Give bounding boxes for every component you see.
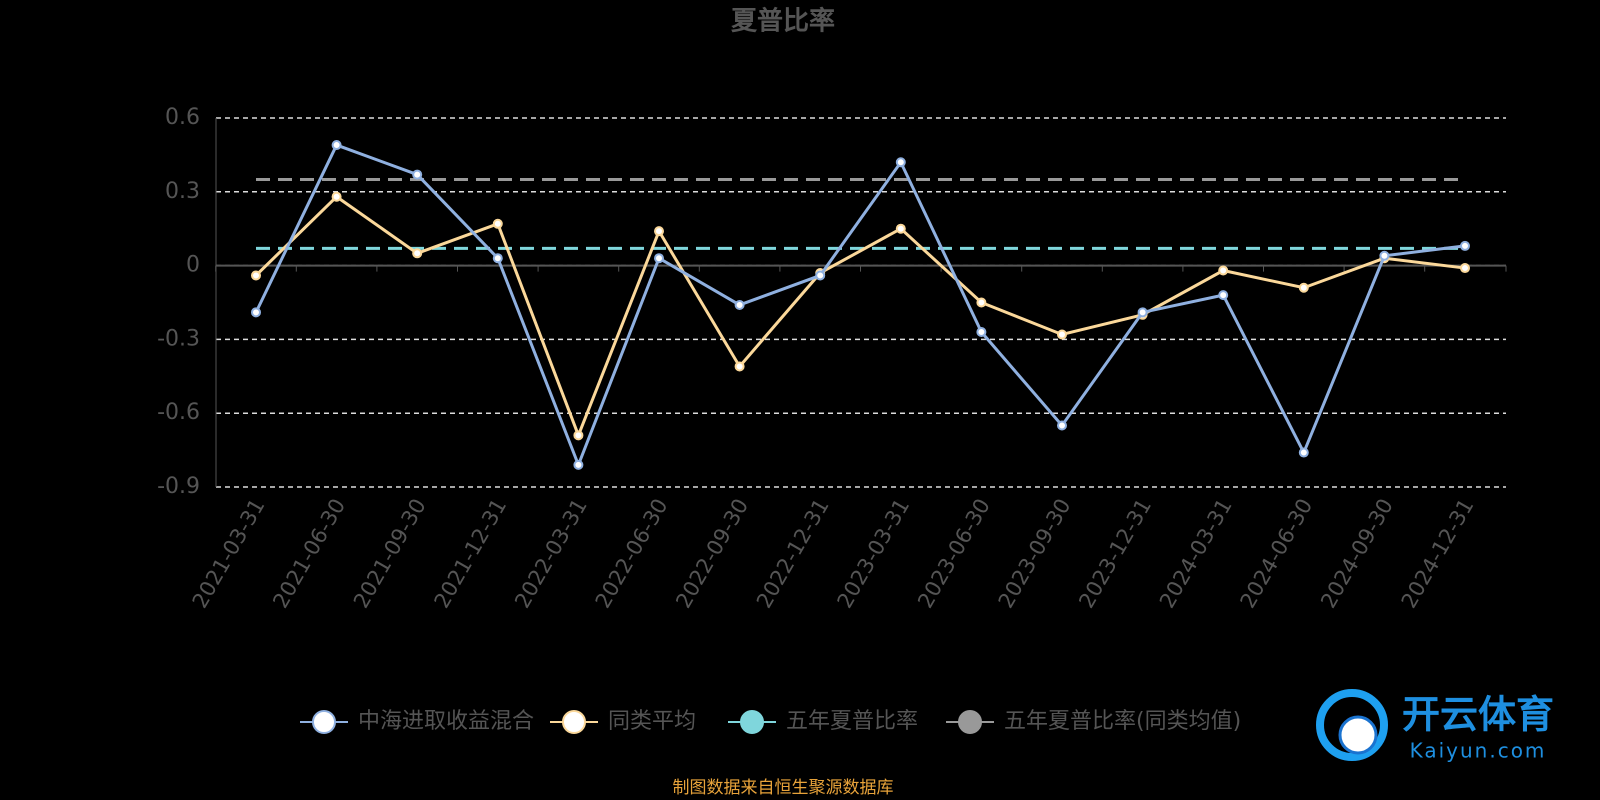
logo-ball (1338, 715, 1378, 755)
legend-item[interactable]: 五年夏普比率(同类均值) (946, 709, 1241, 734)
point (573, 459, 584, 470)
point (251, 307, 261, 318)
legend-marker (312, 710, 336, 734)
y-tick-label: 0 (186, 253, 200, 278)
point (976, 297, 987, 308)
watermark-site: Kaiyun.com (1410, 739, 1547, 763)
point (573, 430, 584, 441)
legend-marker (562, 710, 586, 734)
legend-item[interactable]: 同类平均 (550, 709, 696, 734)
point (895, 157, 906, 168)
point (654, 253, 664, 264)
legend: 中海进取收益混合 同类平均 五年夏普比率 五年夏普比率(同类均值) (300, 709, 1241, 734)
point (412, 169, 423, 180)
point (1298, 447, 1309, 458)
watermark-brand: 开云体育 (1402, 693, 1554, 737)
point (1057, 420, 1067, 431)
point (331, 191, 342, 202)
source-note: 制图数据来自恒生聚源数据库 (673, 778, 894, 798)
point (1137, 307, 1148, 318)
point (1298, 282, 1309, 293)
chart-title: 夏普比率 (731, 6, 835, 37)
point (815, 270, 826, 281)
point (1057, 329, 1067, 340)
legend-item[interactable]: 中海进取收益混合 (300, 709, 534, 734)
point (1460, 240, 1470, 251)
point (895, 223, 906, 234)
legend-label: 五年夏普比率(同类均值) (1004, 709, 1241, 734)
point (734, 299, 745, 310)
y-tick-label: 0.6 (165, 105, 200, 130)
y-tick-label: 0.3 (165, 179, 200, 204)
legend-marker (958, 710, 982, 734)
logo-ring (1316, 689, 1388, 761)
series-line (254, 194, 1466, 440)
y-tick-label: -0.3 (157, 326, 200, 351)
legend-item[interactable]: 五年夏普比率 (728, 709, 918, 734)
series-line (254, 143, 1466, 469)
point (734, 361, 745, 372)
point (1218, 265, 1229, 276)
point (654, 226, 664, 237)
legend-label: 五年夏普比率 (786, 709, 918, 734)
legend-label: 同类平均 (608, 709, 696, 734)
point (976, 327, 987, 338)
point (492, 218, 503, 229)
point (1218, 290, 1229, 301)
point (492, 253, 503, 264)
watermark: 开云体育 Kaiyun.com (1316, 689, 1554, 763)
y-tick-label: -0.6 (157, 400, 200, 425)
point (331, 140, 342, 151)
legend-marker (740, 710, 764, 734)
point (412, 248, 423, 259)
point (1460, 263, 1470, 274)
point (251, 270, 261, 281)
legend-label: 中海进取收益混合 (358, 709, 534, 734)
point (1379, 250, 1390, 261)
y-tick-label: -0.9 (157, 474, 200, 499)
